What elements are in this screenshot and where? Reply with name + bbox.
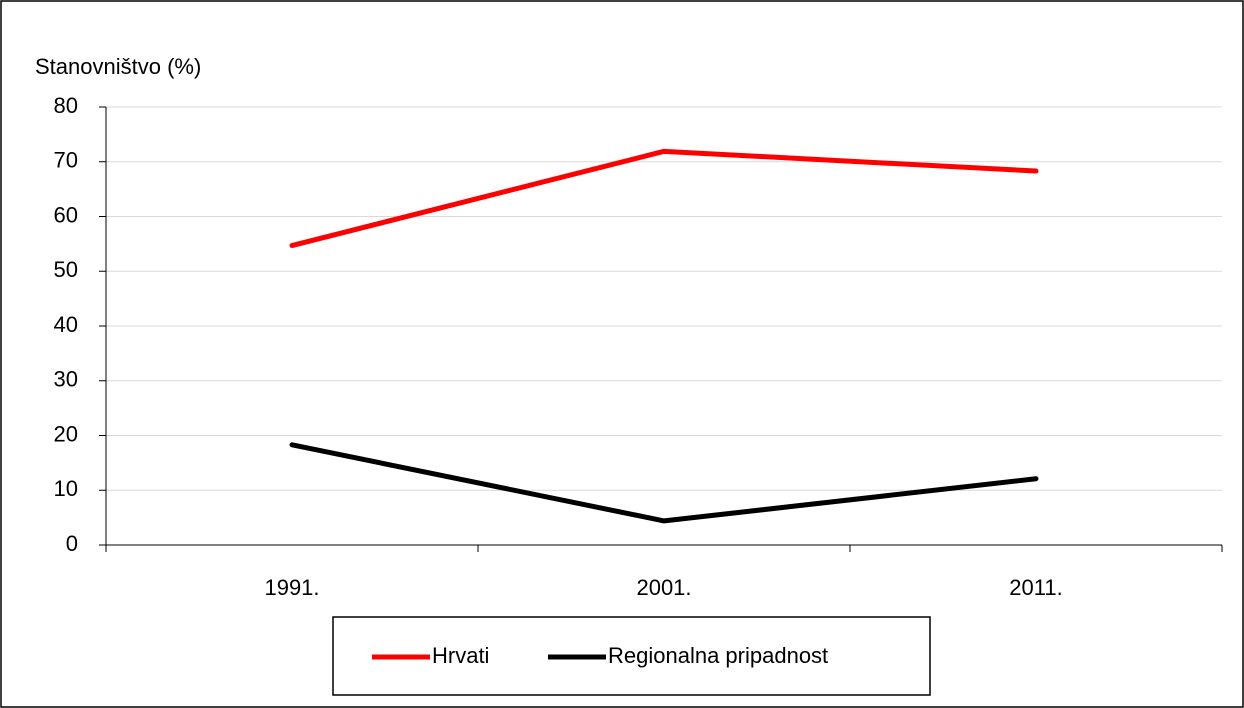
x-tick-label: 1991.: [264, 575, 319, 600]
y-tick-label: 20: [54, 421, 78, 446]
y-tick-label: 70: [54, 148, 78, 173]
y-tick-label: 10: [54, 476, 78, 501]
line-series: [289, 442, 1039, 524]
y-tick-label: 50: [54, 257, 78, 282]
legend-label: Regionalna pripadnost: [608, 643, 828, 668]
legend-label: Hrvati: [432, 643, 489, 668]
x-tick-label: 2001.: [636, 575, 691, 600]
y-axis-title: Stanovništvo (%): [35, 54, 201, 79]
line-series: [289, 148, 1039, 249]
y-tick-label: 30: [54, 367, 78, 392]
y-tick-label: 80: [54, 93, 78, 118]
legend-box: [332, 616, 931, 696]
y-tick-label: 60: [54, 202, 78, 227]
x-tick-label: 2011.: [1009, 575, 1062, 600]
y-tick-label: 0: [66, 531, 78, 556]
y-tick-label: 40: [54, 312, 78, 337]
